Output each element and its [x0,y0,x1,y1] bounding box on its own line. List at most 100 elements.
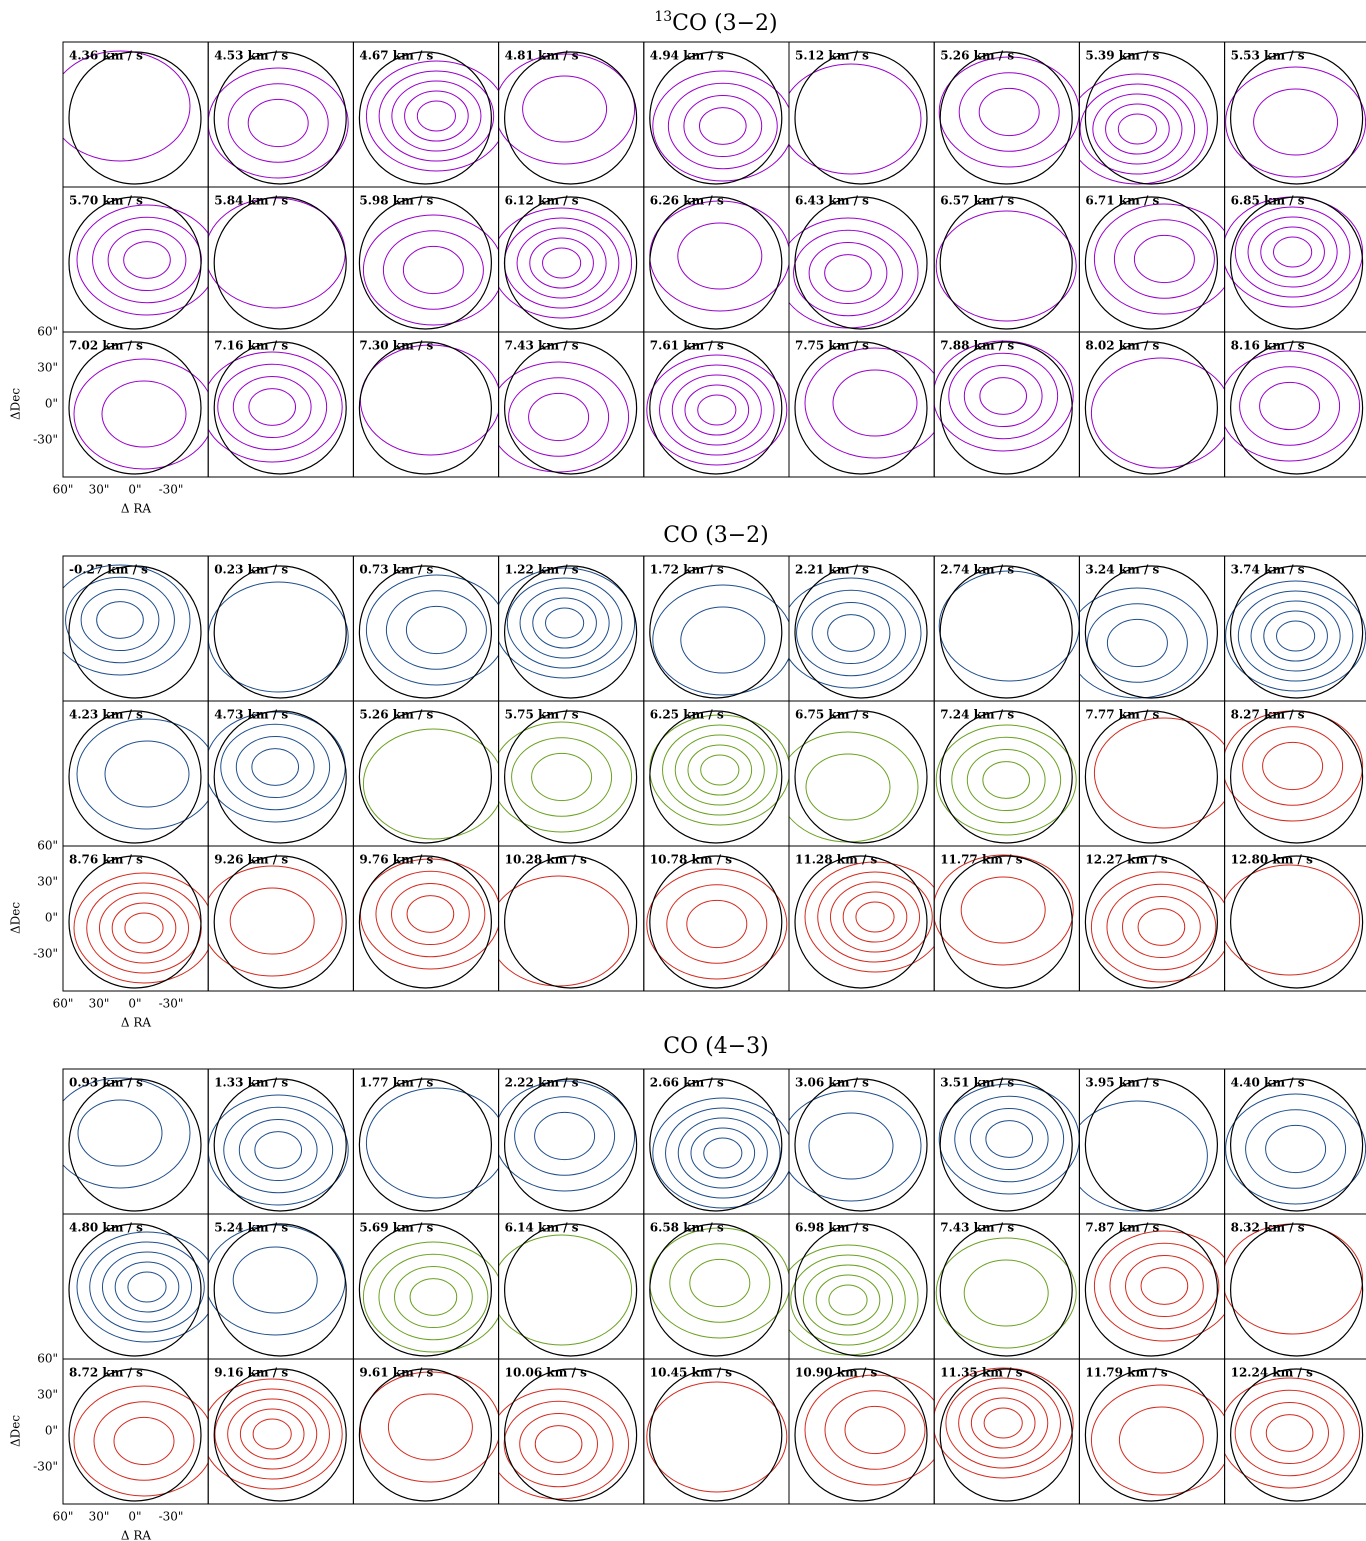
panel-frame [62,41,209,188]
velocity-label: 12.24 km / s [1231,1366,1314,1380]
contour [86,882,202,974]
contours [649,1227,789,1339]
contour [362,1241,499,1353]
panel-frame [207,41,354,188]
contour [669,1243,771,1323]
contour [229,887,315,955]
contour [802,1264,894,1336]
contours [63,564,191,676]
velocity-label: 6.25 km / s [650,708,724,722]
contours [1090,357,1225,469]
contour [951,736,1062,824]
contour [934,854,1074,966]
contour [938,570,1080,682]
velocity-label: 10.45 km / s [650,1366,733,1380]
channel-panel: 2.74 km / s [933,555,1080,702]
contour [827,614,875,652]
panel-frame [1224,1358,1366,1505]
contour [532,597,597,649]
velocity-label: 11.77 km / s [940,853,1023,867]
velocity-label: 4.94 km / s [650,49,724,63]
velocity-label: 5.75 km / s [505,708,579,722]
contours [208,865,343,977]
contour [111,902,177,954]
channel-panel: 4.94 km / s [643,41,790,188]
beam-circle [939,341,1073,475]
contour [406,895,455,933]
channel-panel: 6.98 km / s [788,1213,935,1360]
contour [824,1390,926,1470]
channel-panel: 5.69 km / s [352,1213,500,1360]
contours [934,1367,1074,1479]
contour [529,237,594,289]
contours [208,581,349,693]
contour [815,1274,881,1326]
contour [1224,864,1361,976]
contour [1239,366,1341,446]
panel-frame [352,41,500,188]
contour [1079,83,1196,175]
contour [1224,196,1364,308]
velocity-label: 3.95 km / s [1085,1076,1159,1090]
contour [238,1118,318,1182]
contours [73,1385,209,1497]
channel-panel: 11.28 km / s [788,845,935,992]
beam-circle [358,565,492,699]
contours [365,1087,499,1199]
contours [362,728,499,840]
contour [217,363,328,451]
panel-frame [788,845,935,992]
contour [208,67,349,179]
panel-frame [1224,41,1366,188]
contour [790,1254,906,1346]
contour [365,1087,499,1199]
x-tick-label: -30" [159,483,184,497]
channel-panel: 7.02 km / s [62,331,209,478]
contours [934,340,1074,452]
contour [1224,1223,1364,1335]
x-tick-label: 30" [89,1510,110,1524]
contour [1086,603,1188,683]
contour [1140,1267,1189,1305]
contour [935,1237,1077,1349]
contour [1133,234,1195,284]
contours [365,574,499,686]
contour [954,1095,1065,1183]
contour [402,245,464,295]
beam-circle [649,1223,783,1357]
contour [646,1381,788,1493]
contour [362,214,499,326]
channel-panel: 7.24 km / s [933,700,1080,847]
beam-circle [1229,1078,1364,1212]
contours [1224,350,1361,462]
channel-panel: 7.43 km / s [933,1213,1080,1360]
contour [519,587,610,659]
velocity-label: 4.67 km / s [359,49,433,63]
velocity-label: 9.61 km / s [359,1366,433,1380]
velocity-label: 5.26 km / s [940,49,1014,63]
contour [359,858,499,970]
block-title: CO (4−3) [663,1034,768,1059]
velocity-label: 3.74 km / s [1231,563,1305,577]
contour [107,228,187,292]
contours [646,354,788,466]
contour [531,752,593,802]
panel-frame [62,1213,209,1360]
contours [1093,203,1225,315]
contour [1276,620,1316,652]
contour [1224,350,1361,462]
beam-circle [1229,51,1364,185]
beam-circle [68,1223,202,1357]
channel-panel: 8.27 km / s [1224,700,1366,847]
channel-panel: 4.67 km / s [352,41,500,188]
contours [1224,864,1361,976]
contours [935,1237,1077,1349]
contour [698,107,747,145]
contour [80,588,160,652]
beam-circle [68,196,202,330]
beam-circle [1084,710,1219,844]
beam-circle [939,196,1073,330]
channel-panel: 3.74 km / s [1224,555,1366,702]
panel-frame [788,186,935,333]
contour [960,876,1046,944]
